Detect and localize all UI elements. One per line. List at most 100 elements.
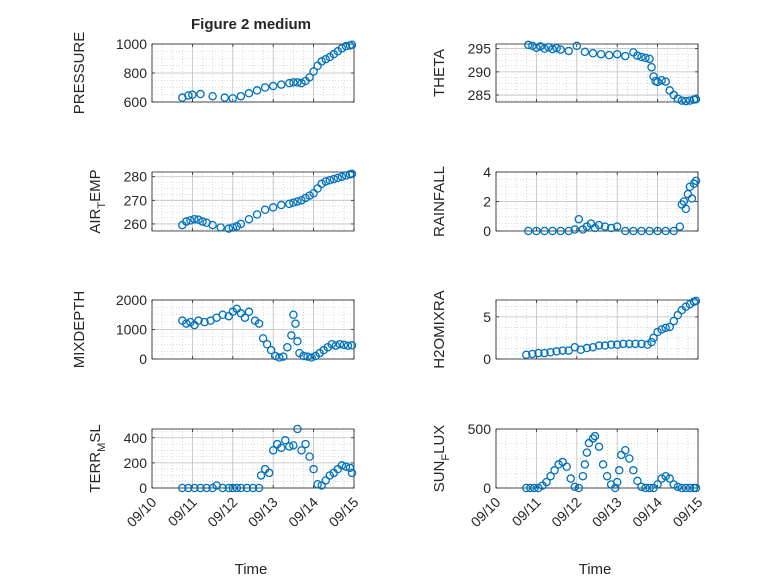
data-point: [645, 226, 654, 236]
x-tick-label: 09/12: [204, 494, 240, 530]
data-point: [625, 454, 634, 463]
data-point: [252, 86, 262, 95]
x-tick-label: 09/13: [245, 494, 281, 530]
data-point: [600, 341, 610, 350]
y-axis-label: THETA: [431, 49, 448, 97]
data-point: [196, 483, 205, 493]
data-point: [619, 339, 628, 349]
data-point: [590, 431, 600, 441]
data-point: [224, 483, 234, 493]
data-point: [337, 461, 347, 470]
data-point: [327, 339, 337, 349]
data-point: [647, 337, 656, 347]
data-point: [337, 44, 347, 53]
data-point: [252, 210, 262, 219]
data-point: [669, 226, 679, 236]
x-tick-label: 09/15: [669, 494, 705, 530]
data-point: [240, 313, 250, 322]
y-axis-label: H2OMIXRA: [431, 290, 448, 368]
data-point: [256, 471, 266, 480]
data-point: [260, 83, 270, 92]
data-point: [542, 477, 551, 487]
data-point: [647, 62, 656, 72]
data-point: [637, 482, 646, 492]
data-point: [673, 310, 683, 320]
series-air_temp: [178, 169, 357, 233]
data-point: [347, 40, 357, 49]
data-point: [621, 51, 630, 61]
data-point: [317, 481, 326, 490]
data-point: [297, 78, 306, 88]
data-point: [218, 483, 227, 493]
data-point: [339, 340, 349, 350]
x-tick-label: 09/14: [285, 494, 321, 530]
data-point: [540, 348, 549, 358]
y-tick-label: 2: [483, 194, 491, 210]
axes-box: [151, 171, 355, 232]
data-point: [522, 483, 531, 493]
data-point: [281, 436, 290, 445]
data-point: [305, 452, 314, 461]
data-point: [347, 169, 357, 179]
data-point: [546, 348, 555, 357]
data-point: [341, 171, 351, 180]
data-point: [657, 325, 666, 334]
data-point: [552, 347, 561, 356]
data-point: [277, 443, 286, 453]
y-tick-label: 600: [124, 94, 148, 110]
data-point: [612, 222, 622, 231]
data-point: [637, 226, 646, 236]
data-point: [673, 482, 683, 492]
data-point: [248, 483, 258, 493]
xlabel-time-left: Time: [235, 561, 268, 578]
data-point: [188, 90, 197, 100]
data-point: [285, 199, 294, 209]
data-point: [645, 483, 654, 493]
data-point: [548, 226, 557, 236]
y-tick-label: 0: [139, 351, 147, 367]
axes-air_temp: 260 270 280 AIRTEMP: [87, 169, 357, 234]
axes-pressure: 600 800 1000 PRESSURE: [71, 32, 357, 114]
data-point: [558, 346, 567, 355]
data-point: [681, 483, 691, 493]
data-point: [242, 483, 252, 493]
data-point: [534, 348, 543, 358]
grid-lines: [495, 44, 699, 102]
data-point: [307, 353, 316, 362]
data-point: [186, 216, 195, 225]
y-axis-label: MIXDEPTH: [71, 291, 88, 369]
y-axis-label: TERRMSL: [87, 424, 108, 492]
data-point: [299, 351, 308, 361]
data-point: [528, 349, 537, 359]
data-point: [594, 220, 604, 230]
axes-layer: 600 800 1000 PRESSURE 285 290 295 THETA 260 270 28…: [71, 32, 706, 530]
data-point: [631, 339, 640, 349]
series-h2omixra: [522, 296, 701, 360]
data-point: [649, 333, 658, 343]
data-point: [691, 94, 701, 104]
y-axis-label: SUNFLUX: [431, 425, 452, 493]
data-point: [677, 96, 687, 105]
data-point: [524, 226, 533, 236]
data-point: [333, 173, 343, 183]
data-point: [546, 471, 555, 481]
y-tick-label: 0: [139, 480, 147, 496]
data-point: [606, 340, 616, 349]
data-point: [341, 41, 351, 51]
data-point: [588, 434, 598, 443]
data-point: [194, 316, 203, 325]
axes-rainfall: 0 2 4 RAINFALL: [431, 164, 701, 239]
data-point: [598, 460, 608, 469]
data-point: [184, 483, 193, 493]
data-point: [532, 43, 541, 52]
y-axis-label: RAINFALL: [431, 166, 448, 237]
data-point: [612, 477, 622, 487]
data-point: [313, 479, 322, 489]
data-point: [335, 339, 345, 349]
data-point: [600, 222, 610, 231]
axes-box: [495, 428, 699, 489]
data-point: [679, 197, 689, 206]
data-point: [329, 174, 339, 184]
